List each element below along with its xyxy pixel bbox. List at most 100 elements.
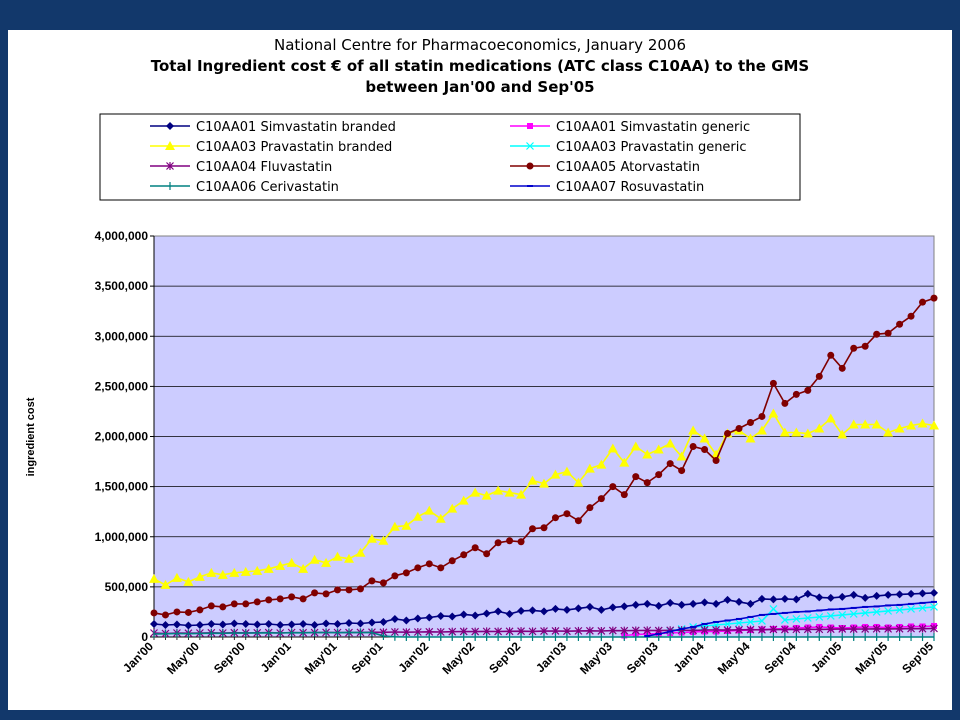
data-point [918,604,927,612]
data-point [654,601,663,610]
data-point [276,595,284,603]
data-point [838,592,847,601]
y-tick-label: 3,500,000 [95,279,149,293]
data-point [723,595,732,604]
data-point [884,590,893,599]
data-point [723,620,732,628]
data-point [861,609,870,617]
data-point [620,491,628,499]
data-point [756,425,767,435]
data-point [389,521,400,531]
data-point [241,619,250,628]
data-point [746,599,755,608]
data-point [561,466,572,476]
data-point [196,606,204,614]
data-point [551,604,560,613]
data-point [757,594,766,603]
data-point [768,408,779,418]
data-point [620,602,629,611]
data-point [872,591,881,600]
data-point [356,619,365,628]
data-point [791,427,802,437]
data-point [802,428,813,438]
data-point [918,589,927,598]
data-point [334,586,342,594]
legend-label: C10AA06 Cerivastatin [196,180,339,195]
data-point [860,419,871,429]
data-point [632,473,640,481]
data-point [402,616,411,625]
data-point [850,344,858,352]
data-point [804,386,812,394]
data-point [194,571,205,581]
data-point [150,619,158,628]
data-point [412,511,423,521]
x-tick-label: Sep'02 [486,639,523,676]
data-point [183,576,194,586]
y-axis-title: ingredient cost [25,397,37,476]
legend-marker [526,142,534,150]
data-point [356,585,364,593]
x-tick-label: Sep'01 [349,639,386,676]
data-point [666,598,675,607]
data-point [299,619,308,628]
data-point [746,618,755,626]
data-point [172,620,181,629]
data-point [907,312,915,320]
data-point [849,610,858,618]
data-point [597,495,605,503]
x-tick-label: Sep'00 [211,639,248,676]
data-point [529,525,537,533]
series-5 [150,294,938,619]
data-point [275,560,286,570]
data-point [838,624,847,633]
legend-label: C10AA01 Simvastatin branded [196,120,396,135]
data-point [653,444,664,454]
data-point [379,617,388,626]
legend-item-7: C10AA07 Rosuvastatin [510,180,704,195]
data-point [643,599,652,608]
data-point [803,625,812,634]
series-2 [149,408,939,589]
data-point [265,596,273,604]
legend-item-4: C10AA04 Fluvastatin [150,160,332,175]
data-point [596,459,607,469]
x-tick-label: Sep'04 [762,639,799,676]
data-point [483,550,491,558]
data-point [286,557,297,567]
series-group [149,294,939,641]
data-point [562,605,571,614]
data-point [655,471,663,479]
data-point [825,413,836,423]
data-point [780,594,789,603]
data-point [344,553,354,563]
data-point [607,443,618,453]
data-point [481,490,492,500]
y-tick-label: 2,000,000 [95,430,149,444]
data-point [894,423,905,433]
x-tick-label: Jan'05 [808,639,844,675]
data-point [585,602,594,611]
data-point [712,625,720,634]
data-point [724,429,732,437]
data-point [815,593,824,602]
data-point [837,429,848,439]
y-tick-label: 1,500,000 [95,480,149,494]
data-point [929,420,939,430]
data-point [505,609,514,618]
data-point [700,625,709,634]
data-point [527,475,538,485]
data-point [229,567,240,577]
data-point [516,489,527,499]
data-point [838,364,846,372]
data-point [459,610,468,619]
y-tick-label: 2,500,000 [95,379,149,393]
x-tick-label: May'04 [715,639,753,677]
data-point [803,614,812,622]
data-point [424,505,435,515]
data-point [848,419,859,429]
data-point [689,443,697,451]
data-point [298,563,309,573]
data-point [184,621,193,630]
data-point [907,624,915,633]
